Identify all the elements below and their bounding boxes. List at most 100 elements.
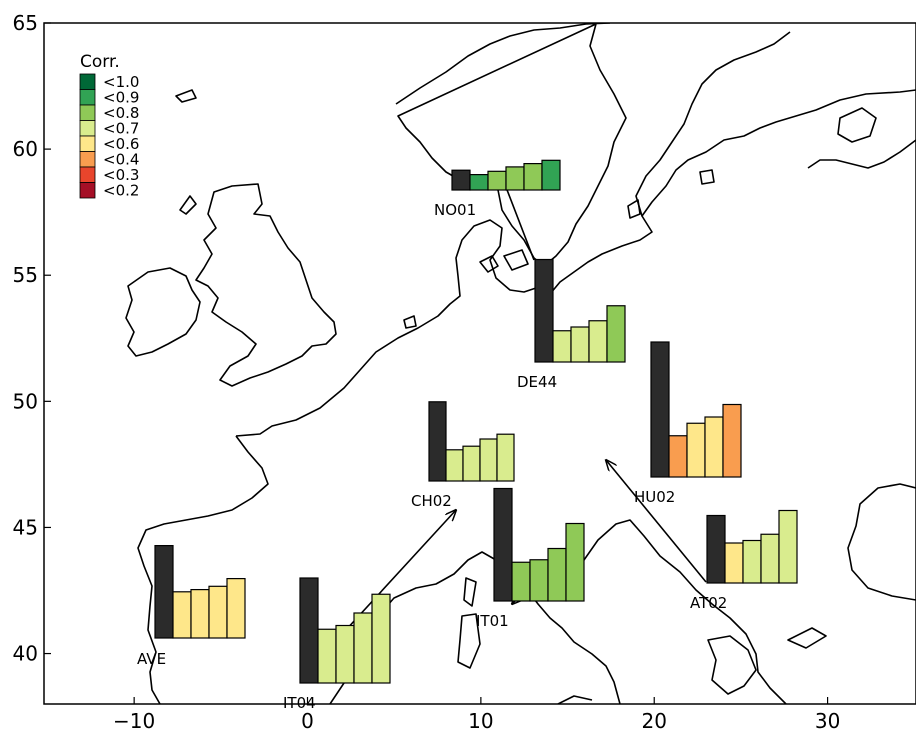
- correlation-bar: [686, 422, 706, 478]
- y-tick-label: 50: [13, 389, 38, 413]
- legend-label: <0.9: [103, 89, 139, 107]
- x-tick-label: −10: [113, 709, 155, 731]
- correlation-bar: [511, 561, 531, 602]
- correlation-bar: [445, 449, 464, 482]
- greece-coast: [707, 635, 757, 695]
- reference-bar: [299, 577, 319, 684]
- correlation-bar: [778, 509, 798, 584]
- station-arrows: [299, 181, 707, 681]
- legend-swatch: [79, 182, 96, 199]
- finland-coast: [807, 139, 916, 169]
- x-tick-label: 10: [468, 709, 493, 731]
- y-tick-label: 65: [13, 11, 38, 35]
- reference-bar: [706, 514, 726, 584]
- correlation-bar: [606, 305, 626, 363]
- lake-coast: [837, 107, 877, 143]
- legend-label: <0.8: [103, 104, 139, 122]
- station-label: AT02: [690, 594, 727, 612]
- small-island-coast: [175, 89, 197, 103]
- y-tick-label: 60: [13, 137, 38, 161]
- correlation-bar: [552, 330, 572, 363]
- legend: Corr. <1.0<0.9<0.8<0.7<0.6<0.4<0.3<0.2: [79, 52, 139, 200]
- station-label: IT04: [283, 694, 316, 712]
- station-ch02: CH02: [411, 401, 515, 510]
- correlation-bar: [479, 438, 498, 482]
- x-tick-label: 30: [815, 709, 840, 731]
- station-de44: DE44: [517, 258, 626, 391]
- correlation-bar: [547, 547, 567, 602]
- correlation-bar: [668, 435, 688, 478]
- arrow-at02: [606, 460, 707, 583]
- legend-label: <0.2: [103, 182, 139, 200]
- axis-ticks: [44, 22, 829, 704]
- correlation-bar: [487, 170, 507, 191]
- y-tick-label: 45: [13, 515, 38, 539]
- correlation-bar: [208, 585, 228, 639]
- station-label: DE44: [517, 373, 557, 391]
- reference-bar: [493, 487, 513, 602]
- y-tick-label: 40: [13, 642, 38, 666]
- reference-bar: [650, 341, 670, 478]
- correlation-bar: [469, 174, 489, 191]
- hebrides-coast: [179, 195, 197, 215]
- correlation-bar: [496, 433, 515, 482]
- legend-swatch: [79, 135, 96, 152]
- station-it04: IT04: [283, 577, 391, 712]
- legend-label: <0.6: [103, 135, 139, 153]
- station-label: HU02: [634, 488, 675, 506]
- aegean-coast: [787, 627, 827, 649]
- legend-entries: <1.0<0.9<0.8<0.7<0.6<0.4<0.3<0.2: [79, 73, 139, 200]
- correlation-bar: [523, 163, 543, 191]
- legend-label: <1.0: [103, 73, 139, 91]
- line-no01: [503, 181, 535, 261]
- continent-coast: [235, 89, 916, 437]
- correlation-bar: [704, 416, 724, 478]
- correlation-bar: [724, 542, 744, 584]
- x-tick-label: 0: [301, 709, 314, 731]
- saaremaa-coast: [699, 169, 715, 185]
- station-bar-groups: NO01 DE44 CH02 HU02 IT01 AT02 AVE IT04: [137, 159, 798, 712]
- sardinia-coast: [457, 613, 481, 669]
- legend-label: <0.3: [103, 166, 139, 184]
- station-label: AVE: [137, 650, 166, 668]
- correlation-bar: [353, 612, 373, 684]
- x-tick-label: 20: [642, 709, 667, 731]
- correlation-bar: [190, 588, 210, 639]
- legend-swatch: [79, 104, 96, 121]
- zealand-coast: [503, 249, 529, 271]
- station-hu02: HU02: [634, 341, 742, 506]
- correlation-bar: [529, 559, 549, 602]
- black-sea-coast: [847, 483, 916, 601]
- correlation-bar: [760, 533, 780, 584]
- correlation-bar: [742, 539, 762, 584]
- correlation-bar: [588, 320, 608, 363]
- legend-swatch: [79, 73, 96, 90]
- reference-bar: [534, 258, 554, 363]
- y-tick-label: 55: [13, 263, 38, 287]
- legend-swatch: [79, 120, 96, 137]
- legend-title: Corr.: [80, 52, 120, 72]
- scandinavia-coast: [395, 23, 627, 267]
- station-label: IT01: [476, 612, 509, 630]
- station-label: NO01: [434, 201, 476, 219]
- legend-swatch: [79, 151, 96, 168]
- station-no01: NO01: [434, 159, 561, 219]
- sicily-coast: [557, 695, 593, 704]
- correlation-bar: [226, 577, 246, 639]
- reference-bar: [154, 544, 174, 639]
- station-at02: AT02: [690, 509, 798, 612]
- reference-bar: [428, 401, 447, 482]
- correlation-bar: [335, 624, 355, 684]
- correlation-bar: [371, 593, 391, 684]
- channel-island-coast: [403, 315, 417, 329]
- correlation-bar: [462, 445, 481, 482]
- axis-tick-labels: −10 0 10 20 30 40 45 50 55 60 65: [13, 11, 841, 731]
- ireland-coast: [125, 267, 201, 357]
- denmark-island-coast: [479, 255, 499, 273]
- gotland-coast: [627, 199, 641, 219]
- reference-bar: [451, 169, 471, 191]
- correlation-bar: [565, 522, 585, 602]
- iberia-coast: [137, 435, 269, 704]
- correlation-bar: [570, 326, 590, 363]
